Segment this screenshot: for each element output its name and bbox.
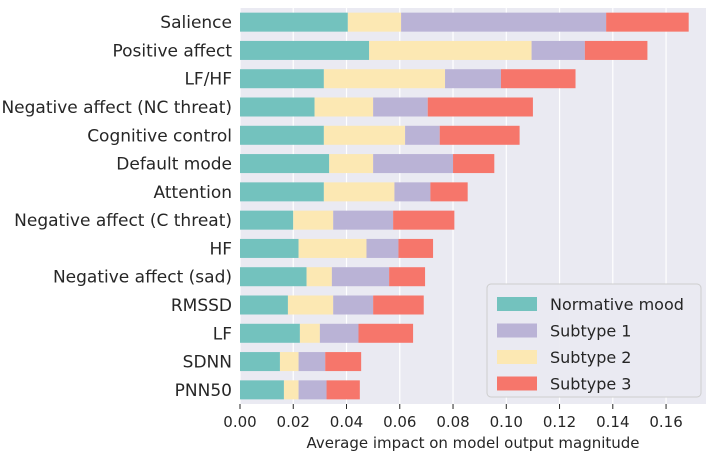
x-tick-label: 0.08 <box>436 413 469 431</box>
x-tick-label: 0.00 <box>223 413 256 431</box>
bar-segment-subtype-3 <box>325 352 362 372</box>
y-tick-label: Negative affect (C threat) <box>14 211 232 231</box>
legend-label: Subtype 3 <box>550 375 631 394</box>
bar-segment-subtype-3 <box>430 182 468 202</box>
legend-label: Subtype 2 <box>550 348 631 367</box>
bar-segment-subtype-1 <box>298 380 327 400</box>
y-tick-label: Cognitive control <box>87 126 232 146</box>
bar-segment-subtype-2 <box>369 40 532 60</box>
bar-segment-subtype-2 <box>306 267 332 287</box>
bar-segment-subtype-3 <box>373 295 424 315</box>
bar-segment-subtype-2 <box>299 323 320 343</box>
bar-segment-subtype-1 <box>445 69 501 89</box>
y-tick-label: Positive affect <box>112 41 232 61</box>
bar-segment-subtype-1 <box>331 267 390 287</box>
legend-swatch <box>497 297 537 311</box>
bar-segment-subtype-2 <box>298 238 367 258</box>
bar-segment-normative-mood <box>240 267 307 287</box>
bar-segment-normative-mood <box>240 154 330 174</box>
bar-segment-subtype-1 <box>319 323 359 343</box>
y-tick-label: RMSSD <box>171 296 232 316</box>
legend-label: Subtype 1 <box>550 322 631 341</box>
x-tick-label: 0.16 <box>649 413 682 431</box>
bar-segment-normative-mood <box>240 125 324 145</box>
y-tick-label: HF <box>209 239 232 259</box>
bar-segment-subtype-1 <box>531 40 585 60</box>
bar-segment-subtype-1 <box>333 210 394 230</box>
bar-segment-subtype-2 <box>293 210 334 230</box>
legend-swatch <box>497 376 537 391</box>
bar-segment-normative-mood <box>240 352 280 372</box>
x-axis-ticks: 0.00 0.02 0.04 0.06 0.08 0.10 0.12 0.14 0.16 <box>223 404 683 431</box>
y-tick-label: Attention <box>154 183 232 203</box>
x-tick-label: 0.10 <box>490 413 523 431</box>
bar-segment-normative-mood <box>240 12 348 32</box>
bar-segment-subtype-3 <box>393 210 455 230</box>
y-tick-label: LF <box>213 324 232 344</box>
bar-segment-normative-mood <box>240 182 324 202</box>
x-tick-label: 0.14 <box>596 413 629 431</box>
y-tick-label: Salience <box>160 13 232 33</box>
bar-segment-subtype-1 <box>405 125 440 145</box>
y-tick-label: Default mode <box>116 155 232 175</box>
bar-segment-subtype-1 <box>298 352 326 372</box>
y-axis-labels: Salience Positive affect LF/HF Negative aff… <box>1 13 232 401</box>
x-tick-label: 0.04 <box>330 413 363 431</box>
bar-segment-subtype-1 <box>394 182 431 202</box>
y-tick-label: PNN50 <box>175 381 232 401</box>
legend: Normative mood Subtype 1 Subtype 2 Subtype … <box>486 283 702 398</box>
bar-segment-subtype-3 <box>326 380 360 400</box>
bar-segment-normative-mood <box>240 69 324 89</box>
bar-segment-subtype-2 <box>323 69 446 89</box>
y-tick-label: Negative affect (sad) <box>53 268 232 288</box>
bar-segment-normative-mood <box>240 210 294 230</box>
legend-swatch <box>497 350 537 364</box>
bar-segment-subtype-3 <box>389 267 426 287</box>
bar-segment-subtype-3 <box>453 154 495 174</box>
bars <box>240 12 689 400</box>
bar-segment-subtype-3 <box>584 40 648 60</box>
bar-segment-subtype-2 <box>283 380 299 400</box>
bar-segment-subtype-1 <box>373 154 454 174</box>
bar-segment-normative-mood <box>240 295 288 315</box>
bar-segment-subtype-1 <box>366 238 399 258</box>
bar-segment-normative-mood <box>240 238 299 258</box>
y-tick-label: LF/HF <box>184 70 232 90</box>
legend-swatch <box>497 323 537 338</box>
bar-segment-subtype-2 <box>323 182 395 202</box>
bar-segment-subtype-2 <box>323 125 406 145</box>
bar-segment-normative-mood <box>240 97 315 117</box>
bar-segment-subtype-3 <box>427 97 533 117</box>
bar-segment-subtype-1 <box>401 12 607 32</box>
bar-segment-subtype-3 <box>358 323 414 343</box>
x-tick-label: 0.12 <box>543 413 576 431</box>
x-tick-label: 0.02 <box>277 413 310 431</box>
x-tick-label: 0.06 <box>383 413 416 431</box>
bar-segment-subtype-2 <box>279 352 299 372</box>
bar-segment-subtype-2 <box>347 12 402 32</box>
bar-segment-normative-mood <box>240 40 370 60</box>
bar-segment-subtype-2 <box>287 295 334 315</box>
y-tick-label: SDNN <box>183 353 232 373</box>
bar-segment-subtype-1 <box>333 295 374 315</box>
bar-segment-subtype-3 <box>398 238 434 258</box>
bar-segment-normative-mood <box>240 380 284 400</box>
bar-segment-normative-mood <box>240 323 300 343</box>
bar-segment-subtype-3 <box>439 125 520 145</box>
bar-segment-subtype-3 <box>500 69 576 89</box>
y-tick-label: Negative affect (NC threat) <box>1 98 232 118</box>
bar-segment-subtype-1 <box>373 97 428 117</box>
x-axis-label: Average impact on model output magnitude <box>306 434 639 452</box>
legend-label: Normative mood <box>550 295 684 314</box>
bar-segment-subtype-2 <box>329 154 374 174</box>
bar-segment-subtype-3 <box>606 12 689 32</box>
bar-segment-subtype-2 <box>314 97 374 117</box>
legend-box <box>486 283 702 398</box>
